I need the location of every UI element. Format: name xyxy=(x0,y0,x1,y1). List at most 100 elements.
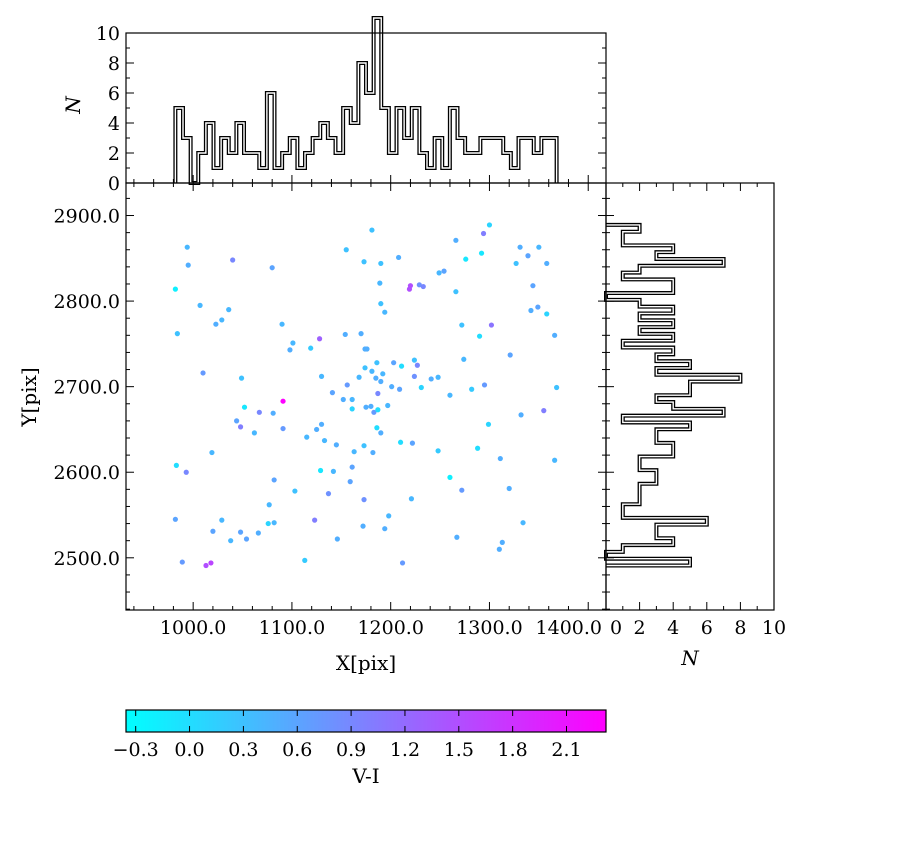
colorbar-tick-label: 0.9 xyxy=(336,739,366,761)
scatter-point xyxy=(389,384,395,390)
scatter-point xyxy=(416,282,422,288)
scatter-point xyxy=(226,307,232,313)
scatter-point xyxy=(234,418,240,424)
scatter-point xyxy=(469,386,475,392)
scatter-point xyxy=(279,321,285,327)
colorbar-tick-label: 0.6 xyxy=(282,739,312,761)
scatter-point xyxy=(349,406,355,412)
scatter-point xyxy=(287,347,293,353)
scatter-point xyxy=(476,333,483,339)
scatter-point xyxy=(302,557,308,563)
scatter-point xyxy=(255,530,261,536)
scatter-point xyxy=(382,526,388,532)
y-tick-label: 2600.0 xyxy=(54,462,120,484)
scatter-point xyxy=(525,253,531,259)
scatter-point xyxy=(256,409,262,415)
scatter-point xyxy=(378,378,384,385)
scatter-point xyxy=(536,244,542,250)
x-tick-label: 1400.0 xyxy=(536,617,602,639)
scatter-points xyxy=(172,222,560,569)
x-tick-label: 1300.0 xyxy=(456,617,522,639)
scatter-point xyxy=(208,560,214,566)
scatter-point xyxy=(174,331,180,337)
scatter-point xyxy=(375,390,381,397)
scatter-point xyxy=(378,430,384,436)
scatter-point xyxy=(340,396,346,403)
scatter-point xyxy=(316,336,323,342)
scatter-point xyxy=(344,382,350,388)
scatter-point xyxy=(172,286,178,292)
scatter-point xyxy=(197,302,203,308)
colorbar-tick-label: 2.1 xyxy=(551,739,581,761)
scatter-point xyxy=(541,408,547,414)
scatter-point xyxy=(333,442,339,448)
scatter-point xyxy=(459,487,465,493)
scatter-point xyxy=(368,403,374,409)
scatter-point xyxy=(183,469,189,475)
scatter-point xyxy=(461,356,467,362)
scatter-point xyxy=(497,455,503,462)
scatter-point xyxy=(386,513,392,519)
scatter-point xyxy=(173,462,179,468)
scatter-point xyxy=(378,301,384,307)
scatter-point xyxy=(349,396,355,403)
scatter-point xyxy=(530,283,536,289)
scatter-point xyxy=(454,534,460,540)
top-hist-y-tick-label: 6 xyxy=(108,83,120,105)
scatter-point xyxy=(308,345,314,351)
scatter-point xyxy=(375,407,381,413)
scatter-point xyxy=(552,332,558,338)
right-hist-x-tick-label: 6 xyxy=(701,617,713,639)
colorbar-tick-label: 0.0 xyxy=(174,739,204,761)
scatter-point xyxy=(179,559,185,565)
scatter-point xyxy=(420,283,426,290)
scatter-point xyxy=(378,260,384,267)
scatter-point xyxy=(544,260,550,267)
scatter-point xyxy=(343,247,349,253)
scatter-point xyxy=(334,536,340,542)
scatter-point xyxy=(535,304,541,310)
scatter-point xyxy=(453,237,459,243)
y-axis-label: Y[pix] xyxy=(17,367,41,427)
scatter-point xyxy=(219,517,225,523)
scatter-point xyxy=(398,363,405,369)
main-axes-frame xyxy=(125,182,607,611)
scatter-point xyxy=(447,392,453,398)
scatter-point xyxy=(360,523,366,529)
scatter-point xyxy=(370,449,376,456)
scatter-point xyxy=(411,373,417,379)
colorbar-label: V-I xyxy=(351,764,379,788)
scatter-point xyxy=(364,346,370,352)
scatter-point xyxy=(361,497,367,503)
scatter-point xyxy=(347,479,353,485)
ticks: 1000.0 1100.0 1200.0 1300.0 1400.02500.02600… xyxy=(54,23,787,761)
scatter-point xyxy=(237,424,244,430)
scatter-point xyxy=(369,368,375,374)
scatter-point xyxy=(172,516,178,522)
scatter-point xyxy=(358,331,364,337)
top-hist-y-tick-label: 8 xyxy=(108,53,120,75)
scatter-point xyxy=(241,404,248,410)
scatter-point xyxy=(480,230,487,237)
scatter-point xyxy=(373,375,379,381)
scatter-point xyxy=(203,562,209,569)
scatter-point xyxy=(552,457,558,463)
scatter-point xyxy=(237,529,244,535)
scatter-point xyxy=(266,502,272,508)
scatter-point xyxy=(200,370,206,376)
scatter-point xyxy=(513,260,519,267)
scatter-point xyxy=(459,322,465,328)
scatter-point xyxy=(441,268,447,274)
scatter-point xyxy=(271,520,277,526)
scatter-point xyxy=(363,404,369,410)
scatter-point xyxy=(374,425,380,431)
scatter-point xyxy=(496,546,502,552)
scatter-point xyxy=(475,445,481,451)
top-hist-y-tick-label: 10 xyxy=(96,23,120,45)
y-tick-label: 2700.0 xyxy=(54,377,120,399)
scatter-point xyxy=(507,352,513,358)
colorbar-tick-label: 1.2 xyxy=(390,739,420,761)
scatter-point xyxy=(317,467,324,474)
histograms xyxy=(173,16,743,568)
right-hist-x-tick-label: 0 xyxy=(610,617,622,639)
